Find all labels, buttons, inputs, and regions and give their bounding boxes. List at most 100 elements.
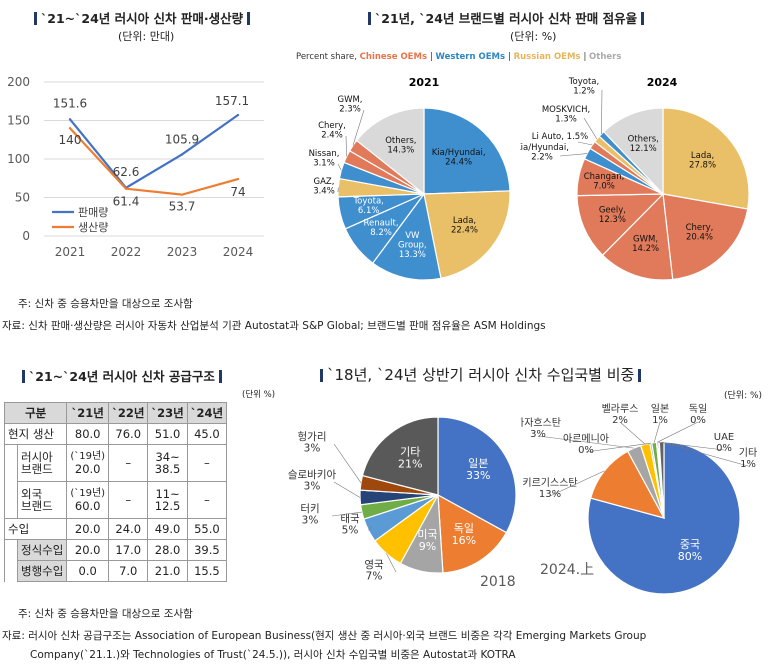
- data-label: 74: [230, 185, 245, 199]
- supply-table-unit: (단위 %): [242, 390, 276, 400]
- slice-label: MOSKVICH, 1.3%: [542, 105, 590, 125]
- row-label: 병행수입: [16, 560, 68, 582]
- legend-entry: |: [583, 52, 590, 62]
- indent-cell: [4, 560, 18, 582]
- slice-label: 기타 1%: [739, 447, 757, 470]
- slice-label: 슬로바키아 3%: [288, 469, 337, 493]
- slice-label: Others, 12.1%: [628, 134, 659, 154]
- slice-label: 영국 7%: [364, 559, 384, 583]
- slice-label: Renault, 8.2%: [363, 218, 398, 238]
- slice-label: Lada, 22.4%: [451, 216, 478, 236]
- table-cell: –: [108, 444, 149, 482]
- series-line-production: [69, 127, 239, 196]
- leader-line: [337, 163, 342, 171]
- leader-line: [345, 135, 347, 157]
- slice-label: 미국 9%: [417, 528, 437, 553]
- data-label: 61.4: [113, 195, 140, 209]
- table-cell: 0.0: [66, 560, 110, 582]
- pie-slice: [361, 416, 439, 496]
- pie-slice: [576, 193, 665, 257]
- pie-title: 2024.上: [540, 562, 594, 578]
- y-tick-label: 100: [7, 152, 30, 166]
- leader-line: [653, 421, 661, 443]
- data-point: [68, 118, 72, 121]
- slice-label: Toyota, 6.1%: [352, 197, 383, 217]
- table-cell: 15.5: [186, 560, 228, 582]
- table-cell: 55.0: [186, 518, 228, 540]
- slice-label: 일본 1%: [651, 403, 669, 426]
- table-cell: 45.0: [186, 423, 228, 445]
- indent-cell: [4, 539, 18, 561]
- slice-label: Chery, 2.4%: [318, 121, 346, 141]
- slice-label: 독일 16%: [452, 521, 476, 547]
- leader-line: [549, 470, 605, 497]
- slice-label: 태국 5%: [340, 513, 360, 537]
- pie-slice: [423, 107, 511, 195]
- brand-share-legend: Percent share, Chinese OEMs | Western OE…: [296, 52, 621, 62]
- slice-label: Li Auto, 1.5%: [532, 132, 589, 142]
- supply-table: 구분 `21년 `22년 `23년 `24년 현지 생산 80.0 76.0 51.0 45.0 러…: [3, 402, 228, 582]
- table-cell: 11~ 12.5: [147, 481, 188, 519]
- x-tick-label: 2021: [55, 245, 86, 259]
- leader-line: [657, 421, 699, 443]
- table-cell: –: [186, 481, 228, 519]
- line-chart-title: `21~`24년 러시아 신차 판매·생산량: [30, 8, 254, 27]
- row-label: 수입: [3, 518, 68, 540]
- pie-slice: [437, 416, 517, 534]
- slice-label: Chery, 20.4%: [686, 223, 714, 243]
- pie-slice: [371, 192, 442, 281]
- table-cell: –: [108, 481, 149, 519]
- pie-slice: [423, 190, 511, 280]
- table-cell: 20.0: [66, 518, 110, 540]
- data-point: [124, 187, 128, 190]
- indent-cell: [4, 481, 18, 519]
- y-tick-label: 50: [15, 191, 30, 205]
- data-label: 140: [59, 133, 82, 147]
- legend-entry: |: [507, 52, 514, 62]
- series-line-sales: [69, 114, 239, 190]
- pie-slice: [355, 107, 425, 196]
- legend-entry: Russian OEMs: [513, 52, 584, 62]
- slice-label: GAZ, 3.4%: [313, 177, 335, 197]
- leader-line: [333, 443, 362, 483]
- table-cell: –: [186, 444, 228, 482]
- data-point: [180, 153, 184, 156]
- slice-label: Kia/Hyundai, 2.2%: [520, 143, 569, 163]
- slice-label: 키르기스스탄 13%: [522, 477, 577, 500]
- source-note-2b: Company(`21.1.)와 Technologies of Trust(`…: [30, 649, 516, 661]
- line-chart-unit: (단위: 만대): [118, 30, 175, 43]
- table-row: 외국 브랜드 (`19년) 60.0–11~ 12.5–: [4, 481, 228, 519]
- slice-label: Lada, 27.8%: [689, 151, 716, 171]
- data-label: 151.6: [53, 96, 87, 110]
- leader-line: [368, 525, 373, 531]
- panel1-note: 주: 신차 중 승용차만을 대상으로 조사함: [18, 298, 193, 310]
- y-tick-label: 0: [22, 229, 30, 243]
- leader-line: [386, 553, 397, 573]
- slice-label: 독일 0%: [689, 403, 707, 426]
- table-cell: 51.0: [147, 423, 188, 445]
- slice-label: Changan, 7.0%: [584, 172, 625, 192]
- data-label: 53.7: [169, 200, 196, 214]
- table-cell: 17.0: [108, 539, 149, 561]
- source-note-2a: 자료: 러시아 신차 공급구조는 Association of European…: [2, 630, 647, 642]
- slice-label: Toyota, 1.2%: [568, 77, 599, 97]
- leader-line: [333, 481, 361, 498]
- data-label: 105.9: [165, 132, 199, 146]
- table-header-row: 구분 `21년 `22년 `23년 `24년: [3, 402, 228, 424]
- source-note-1: 자료: 신차 판매·생산량은 러시아 자동차 산업분석 기관 Autostat과…: [2, 320, 546, 332]
- import-share-title: `18년, `24년 상반기 러시아 신차 수입국별 비중: [316, 364, 645, 385]
- slice-label: 카자흐스탄3%: [520, 417, 561, 440]
- table-row: 러시아 브랜드 (`19년) 20.0–34~ 38.5–: [4, 444, 228, 482]
- table-cell: 7.0: [108, 560, 149, 582]
- data-point: [236, 113, 240, 117]
- legend-label: 생산량: [78, 221, 108, 234]
- table-row: 정식수입 20.0 17.0 28.0 39.5: [4, 539, 228, 561]
- leader-line: [577, 141, 593, 146]
- slice-label: GWM, 2.3%: [337, 95, 362, 115]
- leader-line: [559, 153, 588, 157]
- leader-line: [583, 117, 598, 140]
- table-cell: (`19년) 60.0: [66, 481, 110, 519]
- legend-label: 판매량: [78, 206, 108, 219]
- pie-2021: 2021 Kia/Hyundai, 24.4% Lada, 22.4% VW Group, 1…: [309, 76, 511, 281]
